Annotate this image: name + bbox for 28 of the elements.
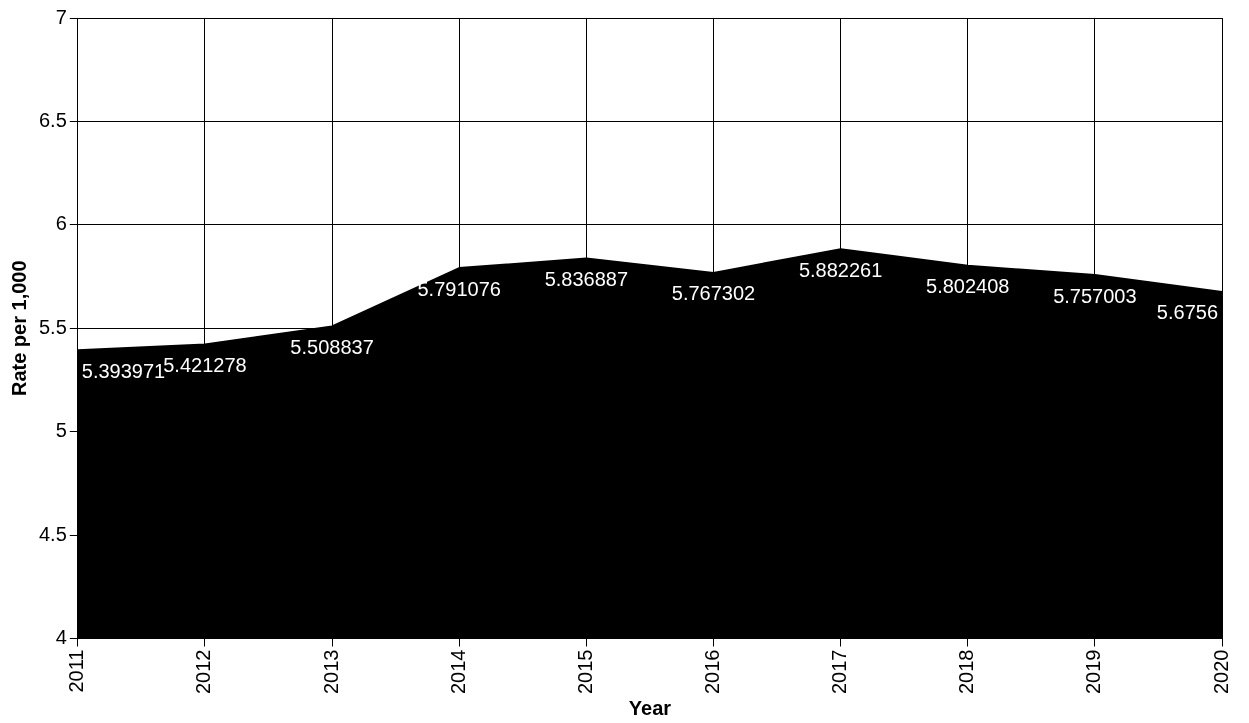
data-label: 5.421278: [163, 354, 247, 377]
data-label: 5.791076: [417, 277, 501, 300]
x-tick-label: 2019: [1082, 649, 1105, 695]
data-label: 5.508837: [290, 335, 374, 358]
x-tick-label: 2017: [828, 649, 851, 695]
y-axis-title: Rate per 1,000: [7, 260, 30, 397]
y-tick-label: 6: [55, 212, 67, 235]
x-tick-label: 2013: [319, 649, 342, 695]
data-label: 5.882261: [798, 258, 883, 281]
x-tick-label: 2014: [446, 649, 469, 695]
x-tick-label: 2020: [1209, 649, 1232, 695]
x-tick-label: 2012: [192, 649, 215, 695]
y-tick-label: 5.5: [38, 315, 67, 338]
y-tick-label: 4.5: [38, 522, 67, 545]
data-label: 5.802408: [926, 275, 1010, 298]
data-label: 5.767302: [671, 282, 756, 305]
data-label: 5.757003: [1053, 284, 1137, 307]
y-tick-label: 6.5: [38, 108, 67, 131]
data-label: 5.836887: [544, 268, 629, 291]
x-axis-title: Year: [628, 696, 672, 719]
y-tick-label: 4: [55, 626, 67, 649]
x-tick-label: 2011: [65, 649, 88, 693]
x-tick-label: 2018: [955, 649, 978, 695]
y-tick-label: 5: [55, 419, 67, 442]
x-tick-label: 2016: [700, 649, 723, 695]
x-tick-label: 2015: [573, 649, 596, 695]
y-tick-label: 7: [55, 5, 67, 28]
data-label: 5.6756: [1156, 301, 1218, 324]
